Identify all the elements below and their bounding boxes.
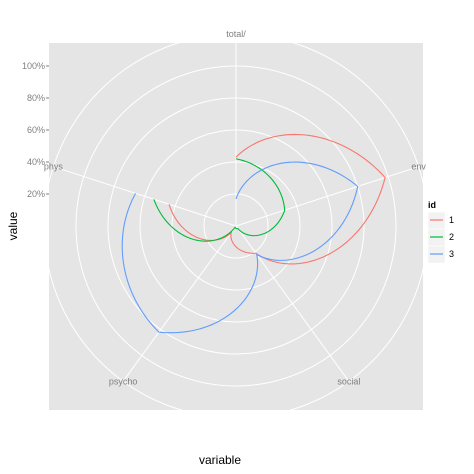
- series-line-2: [153, 158, 286, 242]
- y-tick-label: 20%: [27, 189, 45, 199]
- legend-label: 1: [449, 215, 454, 225]
- category-label: psycho: [109, 376, 138, 386]
- y-tick-labels: 20% 40% 60% 80% 100%: [22, 61, 49, 199]
- y-tick-label: 100%: [22, 61, 45, 71]
- y-tick-label: 40%: [27, 157, 45, 167]
- category-label: phys: [44, 162, 64, 172]
- category-label: social: [337, 376, 360, 386]
- y-tick-label: 60%: [27, 125, 45, 135]
- grid-spoke: [53, 166, 237, 227]
- legend-label: 3: [449, 249, 454, 259]
- category-label: env: [411, 162, 426, 172]
- series-lines: [121, 133, 386, 334]
- legend: id 1 2 3: [427, 200, 454, 264]
- legend-title: id: [428, 200, 436, 210]
- grid-spoke: [122, 225, 237, 382]
- grid-spoke: [235, 225, 350, 382]
- x-axis-title: variable: [199, 453, 241, 467]
- y-tick-label: 80%: [27, 93, 45, 103]
- series-line-3: [121, 161, 359, 334]
- grid-spoke: [235, 166, 419, 227]
- y-axis-title: value: [6, 211, 20, 240]
- category-label: total/: [226, 29, 246, 39]
- legend-label: 2: [449, 232, 454, 242]
- category-labels: total/env social psycho phys: [44, 29, 426, 386]
